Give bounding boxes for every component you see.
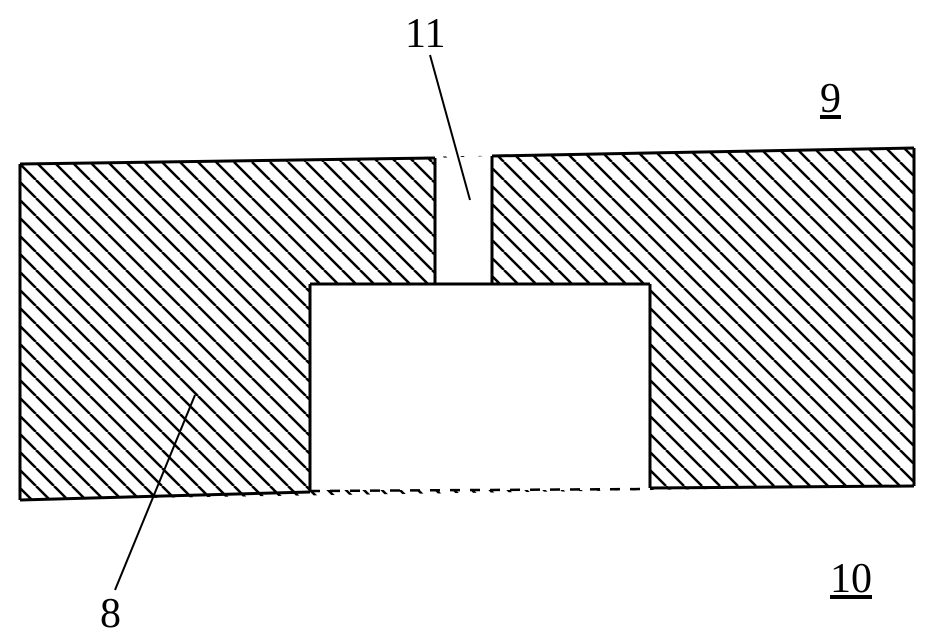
label-10: 10: [830, 555, 872, 603]
label-9: 9: [820, 75, 841, 123]
label-11: 11: [405, 10, 445, 58]
diagram-svg: [0, 0, 934, 639]
label-8: 8: [100, 590, 121, 638]
